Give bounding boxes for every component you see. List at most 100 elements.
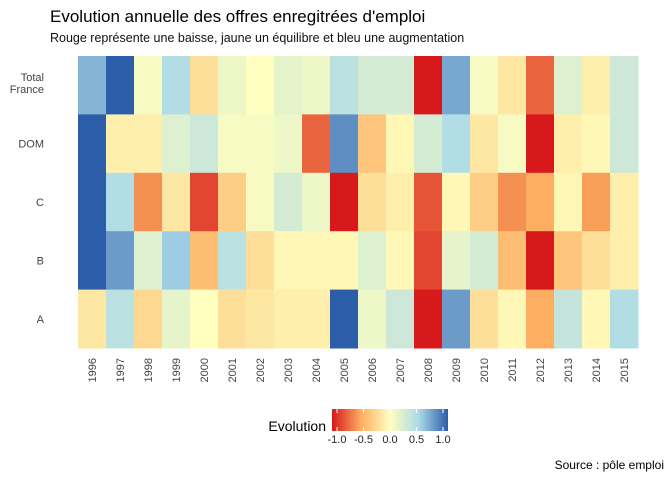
heatmap-cell-c-2003 xyxy=(274,172,303,232)
chart-caption: Source : pôle emploi xyxy=(555,458,664,472)
heatmap-cell-b-1999 xyxy=(162,231,191,291)
heatmap-cell-a-2015 xyxy=(610,289,639,349)
heatmap-cell-total-france-2007 xyxy=(386,56,415,115)
heatmap-cell-a-2014 xyxy=(582,289,611,349)
heatmap-cell-dom-2010 xyxy=(470,114,499,174)
legend-tick-label: 0.0 xyxy=(382,434,397,446)
heatmap-cell-c-2002 xyxy=(246,172,275,232)
x-tick-label: 2014 xyxy=(591,358,603,382)
heatmap-cell-dom-2012 xyxy=(526,114,555,174)
heatmap-cell-a-1996 xyxy=(78,289,107,349)
heatmap-cell-total-france-2003 xyxy=(274,56,303,115)
x-tick-label: 2008 xyxy=(423,358,435,382)
heatmap-cell-c-2008 xyxy=(414,172,443,232)
heatmap-cell-dom-1997 xyxy=(106,114,135,174)
heatmap-cell-total-france-2014 xyxy=(582,56,611,115)
heatmap-cell-dom-2001 xyxy=(218,114,247,174)
heatmap-cell-b-2004 xyxy=(302,231,331,291)
x-tick-label: 1998 xyxy=(143,358,155,382)
heatmap-cell-c-2011 xyxy=(498,172,527,232)
heatmap-cell-b-2003 xyxy=(274,231,303,291)
heatmap-cell-dom-1996 xyxy=(78,114,107,174)
heatmap-cell-c-1999 xyxy=(162,172,191,232)
y-tick-label: Total France xyxy=(10,72,44,96)
legend-title: Evolution xyxy=(268,418,326,434)
heatmap-cell-b-2010 xyxy=(470,231,499,291)
heatmap-cell-a-2008 xyxy=(414,289,443,349)
x-tick-label: 1999 xyxy=(171,358,183,382)
heatmap-cell-dom-2009 xyxy=(442,114,471,174)
heatmap-cell-dom-2007 xyxy=(386,114,415,174)
x-tick-label: 2013 xyxy=(563,358,575,382)
heatmap-cell-dom-2015 xyxy=(610,114,639,174)
heatmap-cell-dom-2005 xyxy=(330,114,359,174)
x-tick-label: 2010 xyxy=(479,358,491,382)
heatmap-cell-c-2005 xyxy=(330,172,359,232)
heatmap-cell-dom-2003 xyxy=(274,114,303,174)
heatmap-cell-dom-2011 xyxy=(498,114,527,174)
chart-title: Evolution annuelle des offres enregitrée… xyxy=(50,7,425,26)
heatmap-cell-a-2004 xyxy=(302,289,331,349)
heatmap-cell-b-2002 xyxy=(246,231,275,291)
x-tick-label: 2002 xyxy=(255,358,267,382)
heatmap-cell-total-france-2013 xyxy=(554,56,583,115)
heatmap-cell-dom-1999 xyxy=(162,114,191,174)
heatmap-cell-b-2012 xyxy=(526,231,555,291)
x-axis-ticks: 1996 1997 1998 1999 2000 2001 2002 2003 2004 2005… xyxy=(87,358,631,382)
heatmap-cell-b-2009 xyxy=(442,231,471,291)
heatmap-cell-b-2014 xyxy=(582,231,611,291)
x-tick-label: 2005 xyxy=(339,358,351,382)
heatmap-cell-b-2015 xyxy=(610,231,639,291)
heatmap-cell-total-france-2012 xyxy=(526,56,555,115)
heatmap-cell-a-2005 xyxy=(330,289,359,349)
heatmap-cells xyxy=(78,56,639,349)
y-axis-ticks: Total France DOM C B A xyxy=(10,72,45,326)
heatmap-cell-total-france-2010 xyxy=(470,56,499,115)
heatmap-cell-total-france-2000 xyxy=(190,56,219,115)
heatmap-cell-c-2010 xyxy=(470,172,499,232)
heatmap-cell-a-2001 xyxy=(218,289,247,349)
heatmap-cell-b-2008 xyxy=(414,231,443,291)
x-tick-label: 2006 xyxy=(367,358,379,382)
heatmap-cell-c-2000 xyxy=(190,172,219,232)
x-tick-label: 2003 xyxy=(283,358,295,382)
legend-colorbar xyxy=(332,409,448,431)
heatmap-cell-c-1997 xyxy=(106,172,135,232)
heatmap-cell-dom-1998 xyxy=(134,114,163,174)
x-tick-label: 2007 xyxy=(395,358,407,382)
y-tick-label: A xyxy=(37,314,45,326)
heatmap-cell-total-france-1996 xyxy=(78,56,107,115)
heatmap-cell-b-2001 xyxy=(218,231,247,291)
heatmap-cell-total-france-1999 xyxy=(162,56,191,115)
heatmap-cell-c-2014 xyxy=(582,172,611,232)
x-tick-label: 2001 xyxy=(227,358,239,382)
heatmap-cell-a-2012 xyxy=(526,289,555,349)
heatmap-cell-dom-2014 xyxy=(582,114,611,174)
heatmap-cell-b-2000 xyxy=(190,231,219,291)
heatmap-cell-dom-2002 xyxy=(246,114,275,174)
heatmap-cell-total-france-2004 xyxy=(302,56,331,115)
legend-tick-label: -0.5 xyxy=(354,434,373,446)
heatmap-cell-c-2009 xyxy=(442,172,471,232)
legend-gradient xyxy=(332,409,448,431)
heatmap-cell-a-2011 xyxy=(498,289,527,349)
heatmap-cell-c-2007 xyxy=(386,172,415,232)
heatmap-cell-total-france-1998 xyxy=(134,56,163,115)
heatmap-cell-total-france-2011 xyxy=(498,56,527,115)
chart-subtitle: Rouge représente une baisse, jaune un éq… xyxy=(50,31,464,45)
legend-ticks: -1.0 -0.5 0.0 0.5 1.0 xyxy=(328,409,451,446)
heatmap-cell-c-1996 xyxy=(78,172,107,232)
heatmap-cell-b-2006 xyxy=(358,231,387,291)
heatmap-cell-c-2006 xyxy=(358,172,387,232)
heatmap-cell-total-france-2008 xyxy=(414,56,443,115)
y-tick-label: DOM xyxy=(18,139,44,151)
legend-tick-label: 1.0 xyxy=(435,434,450,446)
x-tick-label: 2015 xyxy=(619,358,631,382)
legend: Evolution -1.0 -0.5 0.0 0.5 1.0 xyxy=(268,409,451,446)
y-tick-label: C xyxy=(36,197,44,209)
heatmap-cell-dom-2004 xyxy=(302,114,331,174)
x-tick-label: 1996 xyxy=(87,358,99,382)
heatmap-cell-b-2005 xyxy=(330,231,359,291)
heatmap-cell-dom-2006 xyxy=(358,114,387,174)
